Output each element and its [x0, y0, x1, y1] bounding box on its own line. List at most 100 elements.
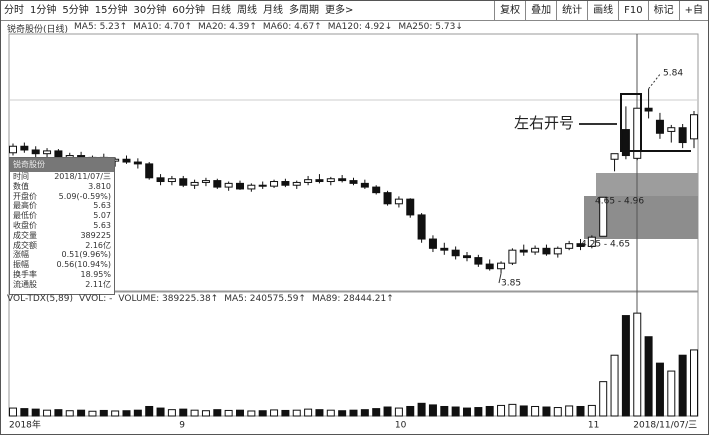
ma-item: MA60: 4.67↑	[262, 22, 322, 32]
volume-bar	[542, 406, 551, 417]
info-key: 换手率	[13, 269, 37, 279]
info-title: 锐奇股份	[10, 158, 114, 172]
volume-bar	[156, 407, 165, 417]
volume-bar	[54, 409, 63, 417]
chart-title: 锐奇股份(日线)	[7, 25, 69, 35]
ma-legend: 锐奇股份(日线) MA5: 5.23↑ MA10: 4.70↑ MA20: 4.39↑…	[7, 22, 463, 35]
tool-button[interactable]: +自	[678, 1, 708, 20]
candle-body	[542, 247, 551, 255]
candle-body	[451, 249, 460, 257]
period-tab[interactable]: 5分钟	[62, 5, 89, 16]
volume-bar	[122, 410, 131, 417]
x-tick-label: 10	[395, 421, 407, 431]
info-key: 开盘价	[13, 191, 37, 201]
candle-body	[428, 238, 437, 249]
annotation: 左右开号	[514, 114, 574, 132]
x-tick-label: 2018/11/07/三	[633, 421, 697, 431]
period-tab[interactable]: 多周期	[288, 5, 319, 16]
candle-body	[292, 181, 301, 186]
info-row: 成交量 389225	[10, 231, 114, 241]
candle-body	[224, 182, 233, 188]
volume-bar	[655, 362, 664, 417]
candle-body	[201, 180, 210, 183]
candle-body	[406, 198, 415, 216]
candle-body	[270, 181, 279, 187]
info-row: 数值 3.810	[10, 182, 114, 192]
info-key: 时间	[13, 172, 29, 181]
high-label: 5.84	[663, 69, 683, 79]
candle-body	[678, 127, 687, 144]
period-tab[interactable]: 月线	[262, 5, 283, 16]
tool-button[interactable]: 复权	[494, 1, 525, 20]
candle-body	[145, 163, 154, 179]
period-tab[interactable]: 1分钟	[30, 5, 57, 16]
info-key: 涨幅	[13, 250, 29, 260]
info-value: 2.11亿	[85, 279, 111, 289]
ma-item: MA5: 5.23↑	[74, 22, 128, 32]
candle-body	[394, 198, 403, 205]
volume-bar	[201, 410, 210, 417]
period-tab[interactable]: 更多>	[324, 5, 354, 16]
ma-item: MA120: 4.92↓	[327, 22, 393, 32]
volume-bar	[258, 410, 267, 417]
candle-body	[20, 145, 29, 151]
tool-button[interactable]: F10	[618, 1, 647, 20]
period-tab[interactable]: 60分钟	[172, 5, 205, 16]
period-tab[interactable]: 30分钟	[133, 5, 167, 16]
tool-button[interactable]: 统计	[556, 1, 587, 20]
tool-button[interactable]: 叠加	[525, 1, 556, 20]
volume-bar	[338, 410, 347, 417]
tool-button[interactable]: 标记	[647, 1, 679, 20]
tool-button[interactable]: 画线	[587, 1, 618, 20]
candle-body	[383, 192, 392, 205]
volume-bar	[213, 409, 222, 417]
info-key: 成交量	[13, 230, 37, 240]
info-key: 成交额	[13, 240, 37, 250]
volume-item: MA5: 240575.59↑	[224, 294, 306, 304]
info-row: 成交额 2.16亿	[10, 241, 114, 251]
period-tab[interactable]: 日线	[210, 5, 231, 16]
volume-bar	[270, 409, 279, 417]
volume-bar	[417, 402, 426, 417]
info-value: 18.95%	[80, 269, 111, 279]
volume-bar	[531, 405, 540, 417]
volume-bar	[678, 354, 687, 417]
volume-bar	[463, 407, 471, 417]
info-key: 最高价	[13, 201, 37, 211]
volume-bar	[621, 315, 630, 417]
volume-bar	[236, 409, 244, 417]
candle-body	[179, 178, 188, 186]
low-label: 3.85	[501, 279, 521, 289]
candle-body	[519, 249, 528, 253]
leader	[498, 273, 502, 284]
volume-bar	[167, 409, 176, 417]
volume-bar	[690, 349, 698, 417]
volume-item: VOLUME: 389225.38↑	[118, 294, 219, 304]
volume-bar	[88, 410, 97, 417]
period-tab[interactable]: 分时	[4, 5, 24, 16]
volume-bar	[428, 404, 437, 417]
volume-bar	[633, 312, 642, 417]
period-tab[interactable]: 周线	[236, 5, 257, 16]
info-row: 开盘价 5.09(-0.59%)	[10, 192, 114, 202]
volume-bar	[349, 409, 358, 417]
candle-body	[338, 178, 347, 182]
volume-bar	[9, 407, 17, 417]
volume-bar	[77, 409, 86, 417]
candle-body	[372, 186, 381, 194]
candle-body	[122, 158, 131, 163]
volume-item: VVOL: -	[79, 294, 113, 304]
volume-bar	[406, 405, 415, 417]
volume-bar	[508, 403, 517, 417]
period-tab[interactable]: 15分钟	[94, 5, 128, 16]
candle-body	[553, 247, 562, 255]
x-tick-label: 9	[179, 421, 185, 431]
volume-bar	[224, 409, 233, 417]
candle-body	[531, 247, 540, 253]
info-value: 5.63	[93, 220, 111, 230]
volume-legend: VOL-TDX(5,89) VVOL: - VOLUME: 389225.38↑ MA…	[7, 294, 394, 304]
candle-body	[576, 243, 585, 247]
candle-body	[655, 119, 664, 134]
volume-bar	[247, 410, 256, 417]
volume-bar	[360, 409, 369, 417]
